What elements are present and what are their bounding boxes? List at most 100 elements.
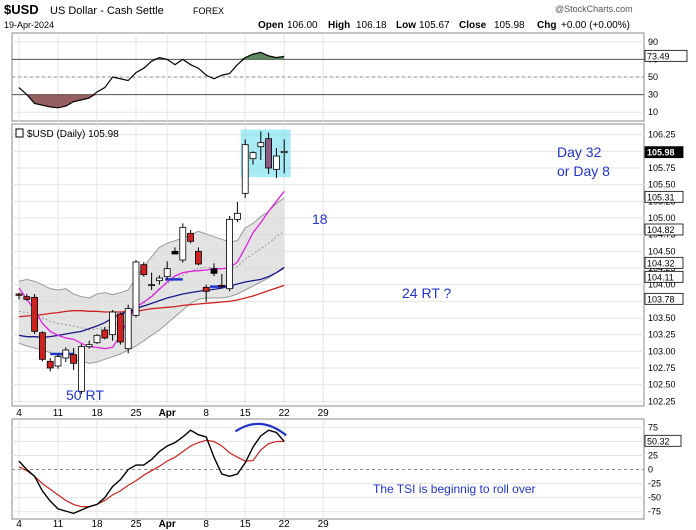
y-tick-label: 106.25 [648,130,676,140]
x-tick-label: 18 [91,519,103,530]
candle-body [187,232,195,242]
annotation-day32: Day 32 [557,144,602,160]
candle-body [179,226,187,261]
candle-body [93,334,101,344]
x-tick-label: 4 [16,408,22,419]
rsi-last-value: 73.49 [647,51,670,61]
candle [78,344,85,394]
candle [233,202,241,222]
price-legend-text: $USD (Daily) 105.98 [27,129,119,140]
candle-body [31,296,39,332]
y-tick-label: 25 [648,451,658,461]
x-tick-label: 25 [130,408,142,419]
candle-body [163,268,171,278]
y-tick-label: 105.75 [648,163,676,173]
chg-value: +0.00 (+0.00%) [561,20,630,31]
candle [93,334,101,344]
exchange-label: FOREX [193,6,224,16]
candle [39,331,46,362]
price-label-box [644,146,684,159]
candle-body [101,329,109,339]
candle [124,304,132,354]
candle [171,247,179,255]
symbol-label: $USD [4,2,39,17]
candle-body [39,332,46,360]
candle [15,292,23,300]
price-label-box [644,256,684,269]
x-tick-label: 22 [279,519,291,530]
envelope-middle [18,230,285,331]
x-tick-label: Apr [159,519,176,530]
candle-body [117,313,124,343]
candle [226,216,234,292]
candle-body [23,296,31,300]
close-value: 105.98 [494,20,525,31]
low-label: Low [396,20,416,31]
y-tick-label: 75 [648,422,658,432]
candle-body [62,349,70,359]
candle-body [124,308,132,350]
candle [31,294,39,334]
chg-label: Chg [537,20,556,31]
candle [148,272,156,290]
candle-body [218,284,226,288]
y-tick-label: 104.50 [648,246,676,256]
price-label: 104.32 [647,258,675,268]
candle [140,262,148,277]
candle-body [272,155,280,170]
annotation-50rt: 50 RT [66,387,104,403]
price-label-box [644,270,684,283]
candle [155,275,163,285]
candle [187,230,195,244]
candle-body [132,261,140,316]
candle [85,340,93,349]
candle [218,274,226,289]
y-tick-label: 103.50 [648,313,676,323]
candle [280,139,288,174]
candle-body [109,311,116,336]
annotation-day8: or Day 8 [557,163,610,179]
candle [101,327,109,340]
annotation-shapes [50,129,291,356]
x-tick-label: 29 [318,519,330,530]
chart-header: $USD US Dollar - Cash Settle FOREX @Stoc… [4,2,633,31]
candle-body [233,212,241,220]
candle [265,132,273,174]
tsi-line [18,429,285,515]
x-tick-label: 25 [130,519,142,530]
rsi-oversold-fill [19,94,285,108]
price-legend: $USD (Daily) 105.98 [15,128,119,140]
candle [241,139,249,198]
x-tick-label: 4 [16,519,22,530]
candle-body [140,264,148,276]
price-panel-frame [11,123,645,407]
price-label: 104.82 [647,225,675,235]
candle [109,310,116,341]
candle-body [194,250,202,265]
candle-body [241,144,249,194]
y-tick-label: 0 [648,465,653,475]
rsi-line [18,51,285,109]
high-label: High [328,20,350,31]
y-tick-label: 10 [648,107,658,117]
y-tick-label: 103.25 [648,330,676,340]
candle-body [280,150,288,154]
price-label-box [644,190,684,203]
y-tick-label: 105.50 [648,180,676,190]
tsi-signal-line [18,439,285,508]
y-tick-label: -50 [648,493,661,503]
watermark: @StockCharts.com [555,4,633,14]
magenta-ma-line [18,190,285,350]
candle [46,358,54,372]
y-tick-label: 104.00 [648,280,676,290]
price-label-box [644,223,684,236]
instrument-name: US Dollar - Cash Settle [50,5,164,17]
candle-body [249,152,257,160]
rsi-last-value-box [644,49,688,62]
candle-body [15,293,23,296]
y-tick-label: 102.25 [648,396,676,406]
moving-averages [18,190,285,350]
x-tick-label: 11 [53,519,64,530]
rsi-indicator [12,51,644,109]
